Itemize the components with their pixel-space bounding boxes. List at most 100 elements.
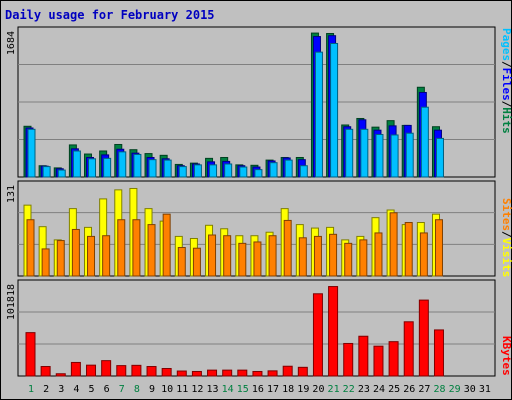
sites-bar-day-15 bbox=[238, 242, 247, 277]
day-label-1: 1 bbox=[28, 384, 34, 395]
day-label-2: 2 bbox=[43, 384, 49, 395]
kbytes-bar-day-1 bbox=[25, 332, 36, 377]
legend-sep: / bbox=[500, 101, 512, 108]
day-label-16: 16 bbox=[252, 384, 264, 395]
sites-bar-day-12 bbox=[192, 247, 201, 277]
sites-bar-day-17 bbox=[268, 235, 277, 277]
y-max-label: 131 bbox=[6, 185, 17, 203]
sites-bar-day-1 bbox=[26, 219, 35, 277]
kbytes-bar-day-3 bbox=[55, 373, 66, 377]
sites-bar-day-26 bbox=[404, 222, 413, 277]
kbytes-bar-day-6 bbox=[101, 360, 112, 377]
day-label-13: 13 bbox=[207, 384, 219, 395]
sites-bar-day-18 bbox=[283, 219, 292, 277]
sites-bar-day-5 bbox=[87, 235, 96, 277]
day-label-30: 30 bbox=[464, 384, 476, 395]
sites-bar-day-22 bbox=[344, 242, 353, 277]
pages-bar-day-18 bbox=[284, 159, 293, 178]
day-label-5: 5 bbox=[89, 384, 95, 395]
sites-bar-day-28 bbox=[434, 219, 443, 277]
pages-bar-day-7 bbox=[118, 151, 127, 178]
pages-bar-day-12 bbox=[193, 164, 202, 178]
sites-bar-day-24 bbox=[374, 232, 383, 277]
pages-bar-day-28 bbox=[435, 137, 444, 178]
legend-visits: Visits bbox=[500, 238, 512, 278]
day-label-18: 18 bbox=[282, 384, 294, 395]
sites-bar-day-6 bbox=[102, 235, 111, 277]
kbytes-bar-day-10 bbox=[161, 368, 172, 377]
legend-hits: Hits bbox=[500, 107, 512, 134]
day-label-23: 23 bbox=[358, 384, 370, 395]
day-label-22: 22 bbox=[343, 384, 355, 395]
sites-bar-day-19 bbox=[298, 237, 307, 277]
sites-bar-day-14 bbox=[223, 235, 232, 277]
pages-bar-day-20 bbox=[314, 51, 323, 178]
kbytes-bar-day-26 bbox=[403, 321, 414, 377]
sites-bar-day-11 bbox=[177, 247, 186, 277]
kbytes-bar-day-28 bbox=[433, 329, 444, 377]
day-label-3: 3 bbox=[58, 384, 64, 395]
kbytes-bar-day-8 bbox=[131, 364, 142, 377]
pages-bar-day-14 bbox=[224, 163, 233, 178]
pages-bar-day-4 bbox=[72, 150, 81, 178]
sites-bar-day-4 bbox=[71, 228, 80, 277]
sites-bar-day-16 bbox=[253, 241, 262, 277]
day-label-17: 17 bbox=[267, 384, 279, 395]
day-label-15: 15 bbox=[237, 384, 249, 395]
day-label-11: 11 bbox=[176, 384, 188, 395]
kbytes-bar-day-17 bbox=[267, 370, 278, 377]
kbytes-bar-day-24 bbox=[373, 345, 384, 377]
kbytes-bar-day-25 bbox=[388, 341, 399, 377]
legend-sep: / bbox=[500, 231, 512, 238]
kbytes-bar-day-12 bbox=[191, 370, 202, 377]
sites-bar-day-8 bbox=[132, 219, 141, 277]
kbytes-bar-day-4 bbox=[70, 361, 81, 377]
sites-bar-day-10 bbox=[162, 213, 171, 277]
day-label-28: 28 bbox=[433, 384, 445, 395]
pages-bar-day-9 bbox=[148, 159, 157, 178]
sites-bar-day-7 bbox=[117, 219, 126, 277]
sites-bar-day-20 bbox=[313, 235, 322, 277]
kbytes-bar-day-23 bbox=[358, 335, 369, 377]
pages-bar-day-21 bbox=[330, 42, 339, 178]
day-label-31: 31 bbox=[479, 384, 491, 395]
kbytes-bar-day-9 bbox=[146, 366, 157, 377]
pages-bar-day-23 bbox=[360, 128, 369, 178]
sites-bar-day-3 bbox=[56, 240, 65, 277]
pages-bar-day-24 bbox=[375, 134, 384, 178]
kbytes-bar-day-7 bbox=[116, 365, 127, 377]
sites-bar-day-21 bbox=[329, 233, 338, 277]
y-max-label: 1684 bbox=[6, 31, 17, 55]
legend-pages: Pages bbox=[500, 28, 512, 61]
pages-bar-day-1 bbox=[27, 128, 36, 178]
day-label-14: 14 bbox=[222, 384, 234, 395]
kbytes-bar-day-14 bbox=[222, 369, 233, 377]
pages-bar-day-17 bbox=[269, 162, 278, 178]
legend-sites: Sites bbox=[500, 198, 512, 231]
pages-bar-day-22 bbox=[345, 128, 354, 178]
day-label-26: 26 bbox=[403, 384, 415, 395]
kbytes-bar-day-21 bbox=[328, 286, 339, 377]
day-label-6: 6 bbox=[104, 384, 110, 395]
pages-bar-day-5 bbox=[88, 158, 97, 178]
kbytes-bar-day-22 bbox=[343, 342, 354, 377]
kbytes-bar-day-2 bbox=[40, 366, 51, 377]
kbytes-bar-day-20 bbox=[312, 293, 323, 377]
chart-title: Daily usage for February 2015 bbox=[5, 8, 215, 22]
sites-bar-day-9 bbox=[147, 224, 156, 277]
pages-bar-day-10 bbox=[163, 159, 172, 178]
day-label-29: 29 bbox=[449, 384, 461, 395]
sites-bar-day-13 bbox=[208, 234, 217, 277]
pages-bar-day-11 bbox=[178, 166, 187, 178]
legend-sep: / bbox=[500, 61, 512, 68]
kbytes-bar-day-5 bbox=[86, 364, 97, 377]
y-max-label: 101818 bbox=[6, 284, 17, 320]
pages-bar-day-2 bbox=[42, 166, 51, 178]
day-label-24: 24 bbox=[373, 384, 385, 395]
day-label-25: 25 bbox=[388, 384, 400, 395]
kbytes-bar-day-13 bbox=[207, 369, 218, 377]
pages-bar-day-26 bbox=[405, 132, 414, 178]
kbytes-bar-day-18 bbox=[282, 365, 293, 377]
day-label-4: 4 bbox=[73, 384, 79, 395]
